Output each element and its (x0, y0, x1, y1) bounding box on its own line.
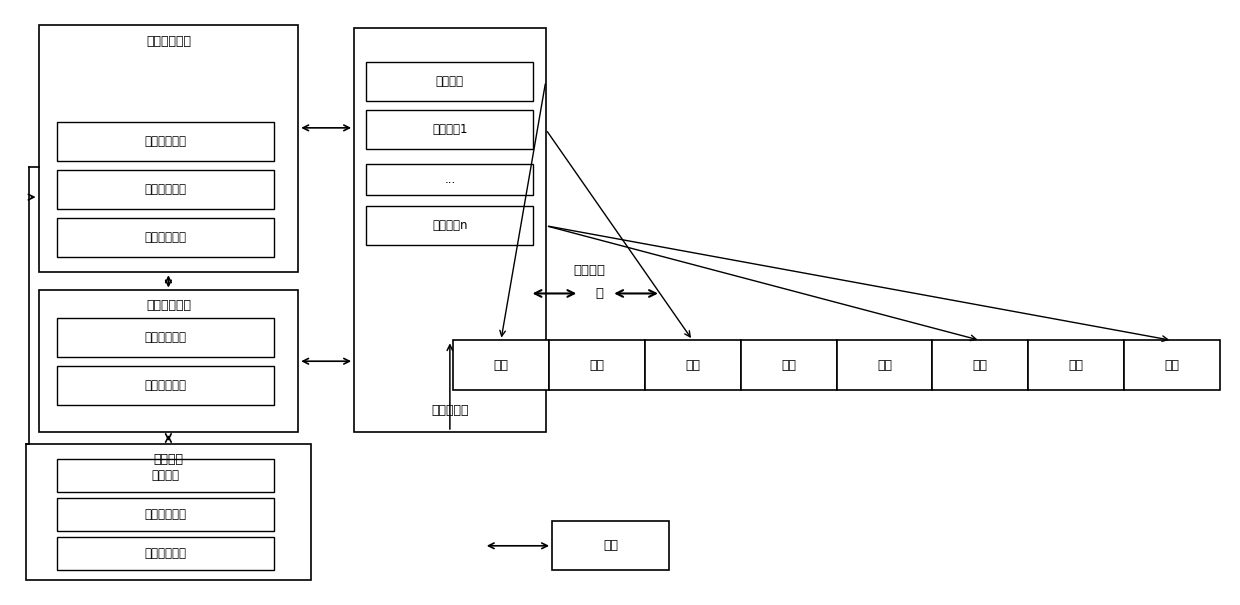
Bar (366, 110, 533, 149)
Bar (645, 341, 740, 390)
Text: 车位: 车位 (1164, 359, 1179, 371)
Text: 管理模块: 管理模块 (151, 469, 180, 482)
Bar (932, 341, 1028, 390)
Text: 车位: 车位 (973, 359, 988, 371)
Bar (366, 206, 533, 245)
Text: 后台: 后台 (603, 539, 619, 552)
Text: 二级图像处理: 二级图像处理 (144, 379, 186, 392)
Text: 一级图像存储: 一级图像存储 (144, 135, 186, 148)
Bar (26, 444, 311, 580)
Text: 图像存储模块: 图像存储模块 (146, 34, 191, 48)
Bar (740, 341, 837, 390)
Text: 车位: 车位 (1069, 359, 1084, 371)
Bar (38, 290, 299, 432)
Text: 网络通信模块: 网络通信模块 (144, 548, 186, 560)
Text: 车位: 车位 (589, 359, 604, 371)
Bar (57, 537, 274, 571)
Bar (57, 459, 274, 492)
Text: 全景相机: 全景相机 (436, 74, 464, 88)
Text: 车位: 车位 (877, 359, 892, 371)
Bar (366, 62, 533, 101)
Bar (552, 521, 670, 571)
Bar (353, 28, 546, 432)
Bar (57, 366, 274, 405)
Bar (57, 122, 274, 161)
Text: 主控模块: 主控模块 (154, 453, 184, 466)
Text: 车位: 车位 (686, 359, 701, 371)
Bar (549, 341, 645, 390)
Bar (38, 25, 299, 272)
Text: ...: ... (444, 173, 455, 186)
Text: 车位相机1: 车位相机1 (432, 123, 467, 136)
Text: 车位相机n: 车位相机n (432, 219, 467, 232)
Text: 相机组模块: 相机组模块 (432, 404, 469, 417)
Text: 道路方向: 道路方向 (573, 264, 605, 277)
Text: 图像处理模块: 图像处理模块 (146, 299, 191, 313)
Text: 一级图像处理: 一级图像处理 (144, 330, 186, 344)
Bar (57, 170, 274, 209)
Bar (57, 218, 274, 257)
Text: 车位: 车位 (494, 359, 508, 371)
Text: 图像搜索模块: 图像搜索模块 (144, 508, 186, 522)
Text: 二级图像存储: 二级图像存储 (144, 183, 186, 196)
Text: 车位: 车位 (781, 359, 796, 371)
Bar (453, 341, 549, 390)
Bar (837, 341, 932, 390)
Text: 或: 或 (595, 287, 603, 300)
Bar (1028, 341, 1125, 390)
Text: 事件图像存储: 事件图像存储 (144, 231, 186, 244)
Bar (57, 318, 274, 357)
Bar (366, 164, 533, 195)
Bar (57, 499, 274, 531)
Bar (1125, 341, 1220, 390)
